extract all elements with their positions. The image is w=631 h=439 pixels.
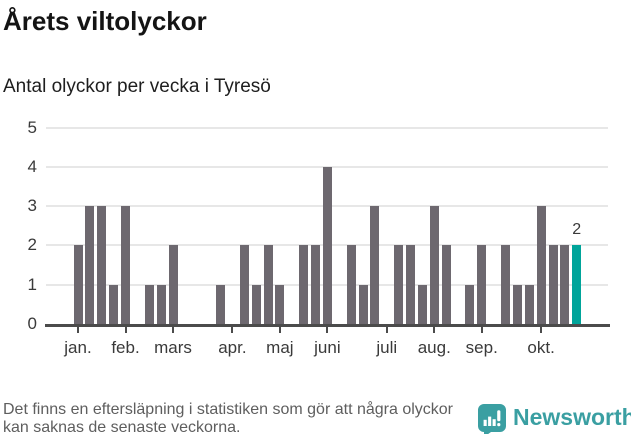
month-tick bbox=[278, 327, 281, 333]
bar bbox=[346, 245, 356, 324]
month-tick bbox=[172, 327, 174, 333]
month-label: juni bbox=[314, 338, 341, 357]
month-tick bbox=[326, 327, 329, 333]
bar bbox=[144, 284, 154, 324]
value-label: 2 bbox=[572, 221, 582, 239]
bar bbox=[251, 284, 261, 324]
bar bbox=[299, 245, 309, 324]
bar bbox=[156, 284, 166, 324]
bar bbox=[311, 245, 320, 324]
month-tick bbox=[433, 327, 436, 333]
bar bbox=[370, 206, 380, 324]
y-tick-label: 1 bbox=[27, 274, 37, 294]
month-tick bbox=[124, 327, 127, 333]
bar bbox=[572, 245, 582, 324]
bar bbox=[429, 206, 439, 324]
chart-title: Årets viltolyckor bbox=[3, 6, 207, 36]
bar bbox=[465, 284, 475, 324]
bar bbox=[97, 206, 107, 324]
bar bbox=[536, 206, 546, 324]
footnote-text: Det finns en eftersläpning i statistiken… bbox=[3, 401, 453, 436]
newsworthy-brand: Newsworthy bbox=[477, 401, 631, 437]
bar bbox=[109, 284, 119, 324]
bar bbox=[239, 245, 249, 324]
y-tick-label: 0 bbox=[27, 314, 37, 333]
month-label: maj bbox=[266, 338, 294, 357]
month-label: mars bbox=[154, 338, 192, 357]
bar bbox=[263, 245, 273, 324]
month-label: juli bbox=[376, 338, 398, 357]
y-tick-label: 3 bbox=[27, 196, 37, 216]
month-label: apr. bbox=[218, 338, 247, 357]
chart-subtitle: Antal olyckor per vecka i Tyresö bbox=[3, 76, 271, 97]
bar bbox=[501, 245, 510, 324]
bar bbox=[85, 206, 95, 324]
bar bbox=[216, 284, 225, 324]
bar bbox=[394, 245, 404, 324]
x-axis-line bbox=[45, 324, 610, 327]
month-tick bbox=[385, 327, 388, 333]
month-tick bbox=[77, 327, 79, 333]
bar bbox=[168, 245, 178, 324]
bar bbox=[477, 245, 487, 324]
bar bbox=[548, 245, 558, 324]
bar bbox=[417, 284, 427, 324]
bar bbox=[441, 245, 451, 324]
bar bbox=[524, 284, 534, 324]
bar bbox=[358, 284, 368, 324]
month-tick bbox=[231, 327, 234, 333]
bar bbox=[73, 245, 83, 324]
bar bbox=[512, 284, 522, 324]
bar bbox=[121, 206, 130, 324]
y-tick-label: 4 bbox=[27, 156, 37, 176]
bar bbox=[560, 245, 570, 324]
month-tick bbox=[480, 327, 483, 333]
month-label: okt. bbox=[527, 338, 555, 357]
month-label: feb. bbox=[111, 338, 140, 357]
newsworthy-wordmark: Newsworthy bbox=[513, 404, 631, 430]
newsworthy-chart-bubble-icon bbox=[477, 403, 507, 437]
bar bbox=[322, 166, 332, 324]
month-label: jan. bbox=[64, 338, 92, 357]
month-label: aug. bbox=[417, 338, 451, 357]
gridline-y5 bbox=[46, 126, 608, 129]
month-tick bbox=[540, 327, 543, 333]
bar bbox=[275, 284, 285, 324]
y-tick-label: 2 bbox=[27, 235, 37, 255]
month-label: sep. bbox=[465, 338, 498, 357]
bar bbox=[406, 245, 415, 324]
y-tick-label: 5 bbox=[27, 117, 37, 137]
